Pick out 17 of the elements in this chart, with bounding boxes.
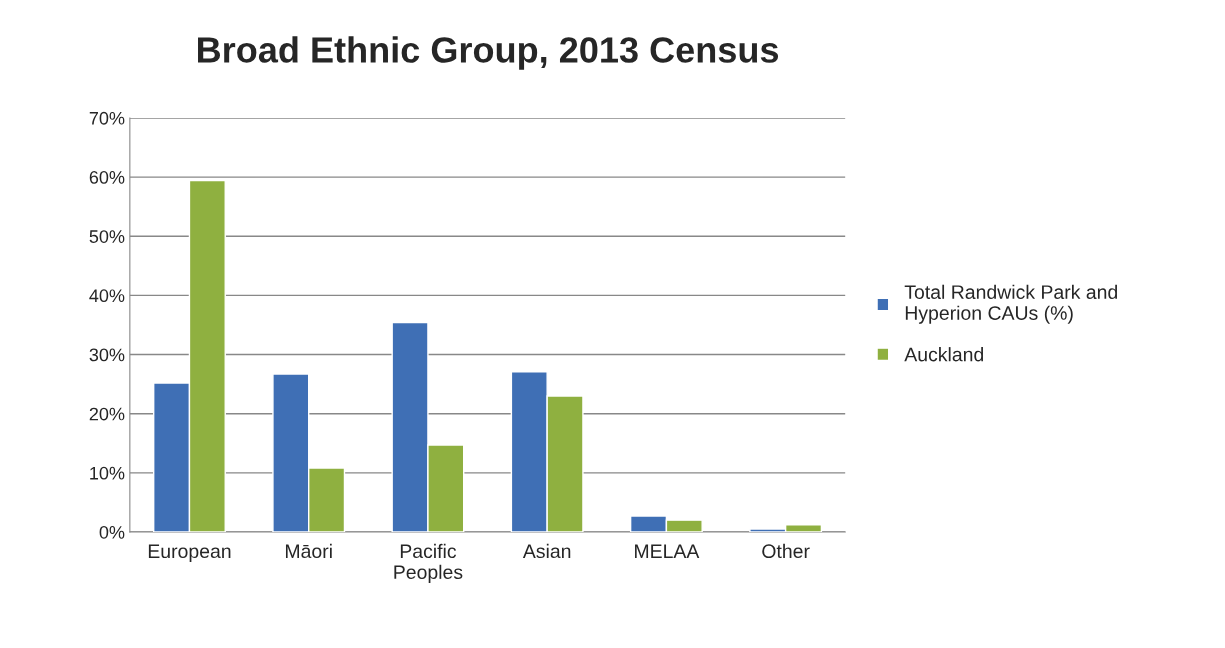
x-tick-label: European [148,544,231,562]
legend-label: Total Randwick Park and Hyperion CAUs (%) [904,284,1118,324]
legend-label: Auckland [904,347,984,362]
x-tick-label: Other [762,543,810,559]
x-tick-label: Pacific Peoples [394,543,463,583]
x-tick-label: Asian [522,543,571,559]
x-tick-label: Māori [285,543,332,559]
y-tick-label: 0% [99,525,125,539]
chart-title: Broad Ethnic Group, 2013 Census [198,36,779,70]
y-tick-label: 10% [90,466,125,480]
x-tick-label: MELAA [635,544,700,558]
y-tick-label: 70% [89,111,125,125]
y-tick-label: 50% [89,230,125,243]
y-tick-label: 20% [89,407,125,421]
y-tick-label: 30% [89,348,125,362]
y-tick-label: 40% [89,289,125,303]
y-tick-label: 60% [89,171,125,184]
